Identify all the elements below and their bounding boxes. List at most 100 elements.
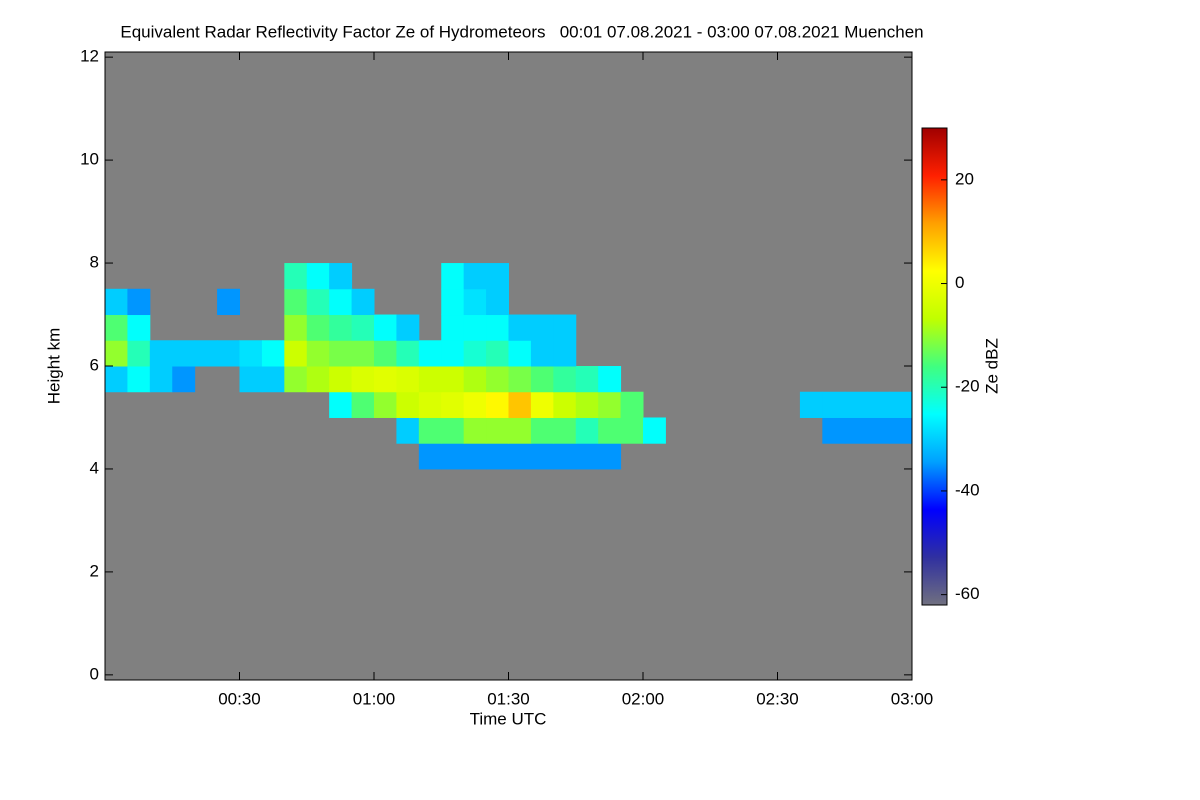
heatmap-cell xyxy=(351,288,375,316)
heatmap-cell xyxy=(598,366,622,393)
heatmap-cell xyxy=(284,366,308,393)
heatmap-cell xyxy=(127,340,151,367)
heatmap-cell xyxy=(575,366,599,393)
heatmap-cell xyxy=(261,366,285,393)
heatmap-cell xyxy=(396,340,420,367)
heatmap-cell xyxy=(530,417,554,444)
heatmap-cell xyxy=(149,340,173,367)
heatmap-cell xyxy=(822,391,846,418)
heatmap-cell xyxy=(530,391,554,418)
heatmap-cell xyxy=(284,314,308,341)
heatmap-cell xyxy=(306,288,330,316)
heatmap-cell xyxy=(172,366,196,393)
heatmap-cell xyxy=(127,314,151,341)
heatmap-cell xyxy=(889,391,913,418)
heatmap-cell xyxy=(351,391,375,418)
colorbar xyxy=(921,127,948,606)
colorbar-tick-label: 20 xyxy=(955,169,974,188)
heatmap-cell xyxy=(553,417,577,444)
heatmap-cell xyxy=(441,443,465,470)
heatmap-cell xyxy=(553,443,577,470)
x-tick-label: 01:30 xyxy=(487,689,530,708)
heatmap-cell xyxy=(553,366,577,393)
heatmap-cell xyxy=(329,263,353,290)
x-tick-label: 02:00 xyxy=(622,689,665,708)
y-tick-label: 8 xyxy=(90,253,99,272)
heatmap-cell xyxy=(217,288,240,316)
heatmap-cell xyxy=(463,417,487,444)
x-tick-label: 03:00 xyxy=(891,689,934,708)
heatmap-cell xyxy=(620,417,644,444)
heatmap-cell xyxy=(396,417,420,444)
heatmap-cell xyxy=(374,340,397,367)
heatmap-cell xyxy=(508,391,532,418)
heatmap-cell xyxy=(463,443,487,470)
y-axis-label: Height km xyxy=(44,328,63,405)
colorbar-tick-label: -60 xyxy=(955,584,980,603)
heatmap-cell xyxy=(530,340,554,367)
heatmap-cell xyxy=(799,391,823,418)
heatmap-cell xyxy=(127,288,151,316)
heatmap-cell xyxy=(306,314,330,341)
heatmap-cell xyxy=(822,417,846,444)
heatmap-cell xyxy=(441,391,465,418)
heatmap-cell xyxy=(441,366,465,393)
heatmap-cell xyxy=(418,366,442,393)
heatmap-cell xyxy=(261,340,285,367)
heatmap-cell xyxy=(284,340,308,367)
heatmap-cell xyxy=(486,288,509,316)
heatmap-cell xyxy=(463,340,487,367)
heatmap-cell xyxy=(486,366,509,393)
heatmap-cell xyxy=(306,340,330,367)
heatmap-cell xyxy=(351,340,375,367)
heatmap-cell xyxy=(351,366,375,393)
colorbar-tick-label: -40 xyxy=(955,480,980,499)
heatmap-cell xyxy=(463,314,487,341)
heatmap-cell xyxy=(441,263,465,290)
heatmap-cell xyxy=(418,391,442,418)
heatmap-cell xyxy=(127,366,151,393)
x-axis-label: Time UTC xyxy=(470,709,547,728)
heatmap-cell xyxy=(486,391,509,418)
heatmap-cell xyxy=(441,314,465,341)
heatmap-cell xyxy=(867,417,891,444)
heatmap-cell xyxy=(575,417,599,444)
heatmap-cell xyxy=(105,288,128,316)
heatmap-cell xyxy=(374,391,397,418)
heatmap-cell xyxy=(396,391,420,418)
heatmap-cell xyxy=(553,340,577,367)
heatmap-cell xyxy=(329,314,353,341)
heatmap-cell xyxy=(105,340,128,367)
heatmap-cell xyxy=(374,314,397,341)
heatmap-cell xyxy=(463,366,487,393)
heatmap-cell xyxy=(418,443,442,470)
heatmap-cell xyxy=(530,443,554,470)
chart-title: Equivalent Radar Reflectivity Factor Ze … xyxy=(120,22,923,41)
y-tick-label: 0 xyxy=(90,664,99,683)
heatmap-cell xyxy=(463,288,487,316)
heatmap-cell xyxy=(889,417,913,444)
heatmap-cell xyxy=(486,263,509,290)
x-tick-label: 01:00 xyxy=(353,689,396,708)
heatmap-cell xyxy=(463,263,487,290)
heatmap-cell xyxy=(329,288,353,316)
heatmap-cell xyxy=(844,417,868,444)
heatmap-cell xyxy=(598,417,622,444)
heatmap-cell xyxy=(508,314,532,341)
heatmap-cell xyxy=(306,263,330,290)
heatmap-cell xyxy=(329,391,353,418)
heatmap-cell xyxy=(486,340,509,367)
heatmap-cell xyxy=(598,391,622,418)
heatmap-cell xyxy=(351,314,375,341)
heatmap-cell xyxy=(418,417,442,444)
heatmap-cell xyxy=(508,417,532,444)
y-tick-label: 6 xyxy=(90,355,99,374)
heatmap-cell xyxy=(441,417,465,444)
heatmap-cell xyxy=(508,443,532,470)
heatmap-cell xyxy=(844,391,868,418)
heatmap-cell xyxy=(239,340,263,367)
heatmap-cell xyxy=(441,288,465,316)
heatmap-cell xyxy=(105,314,128,341)
heatmap-cell xyxy=(396,366,420,393)
